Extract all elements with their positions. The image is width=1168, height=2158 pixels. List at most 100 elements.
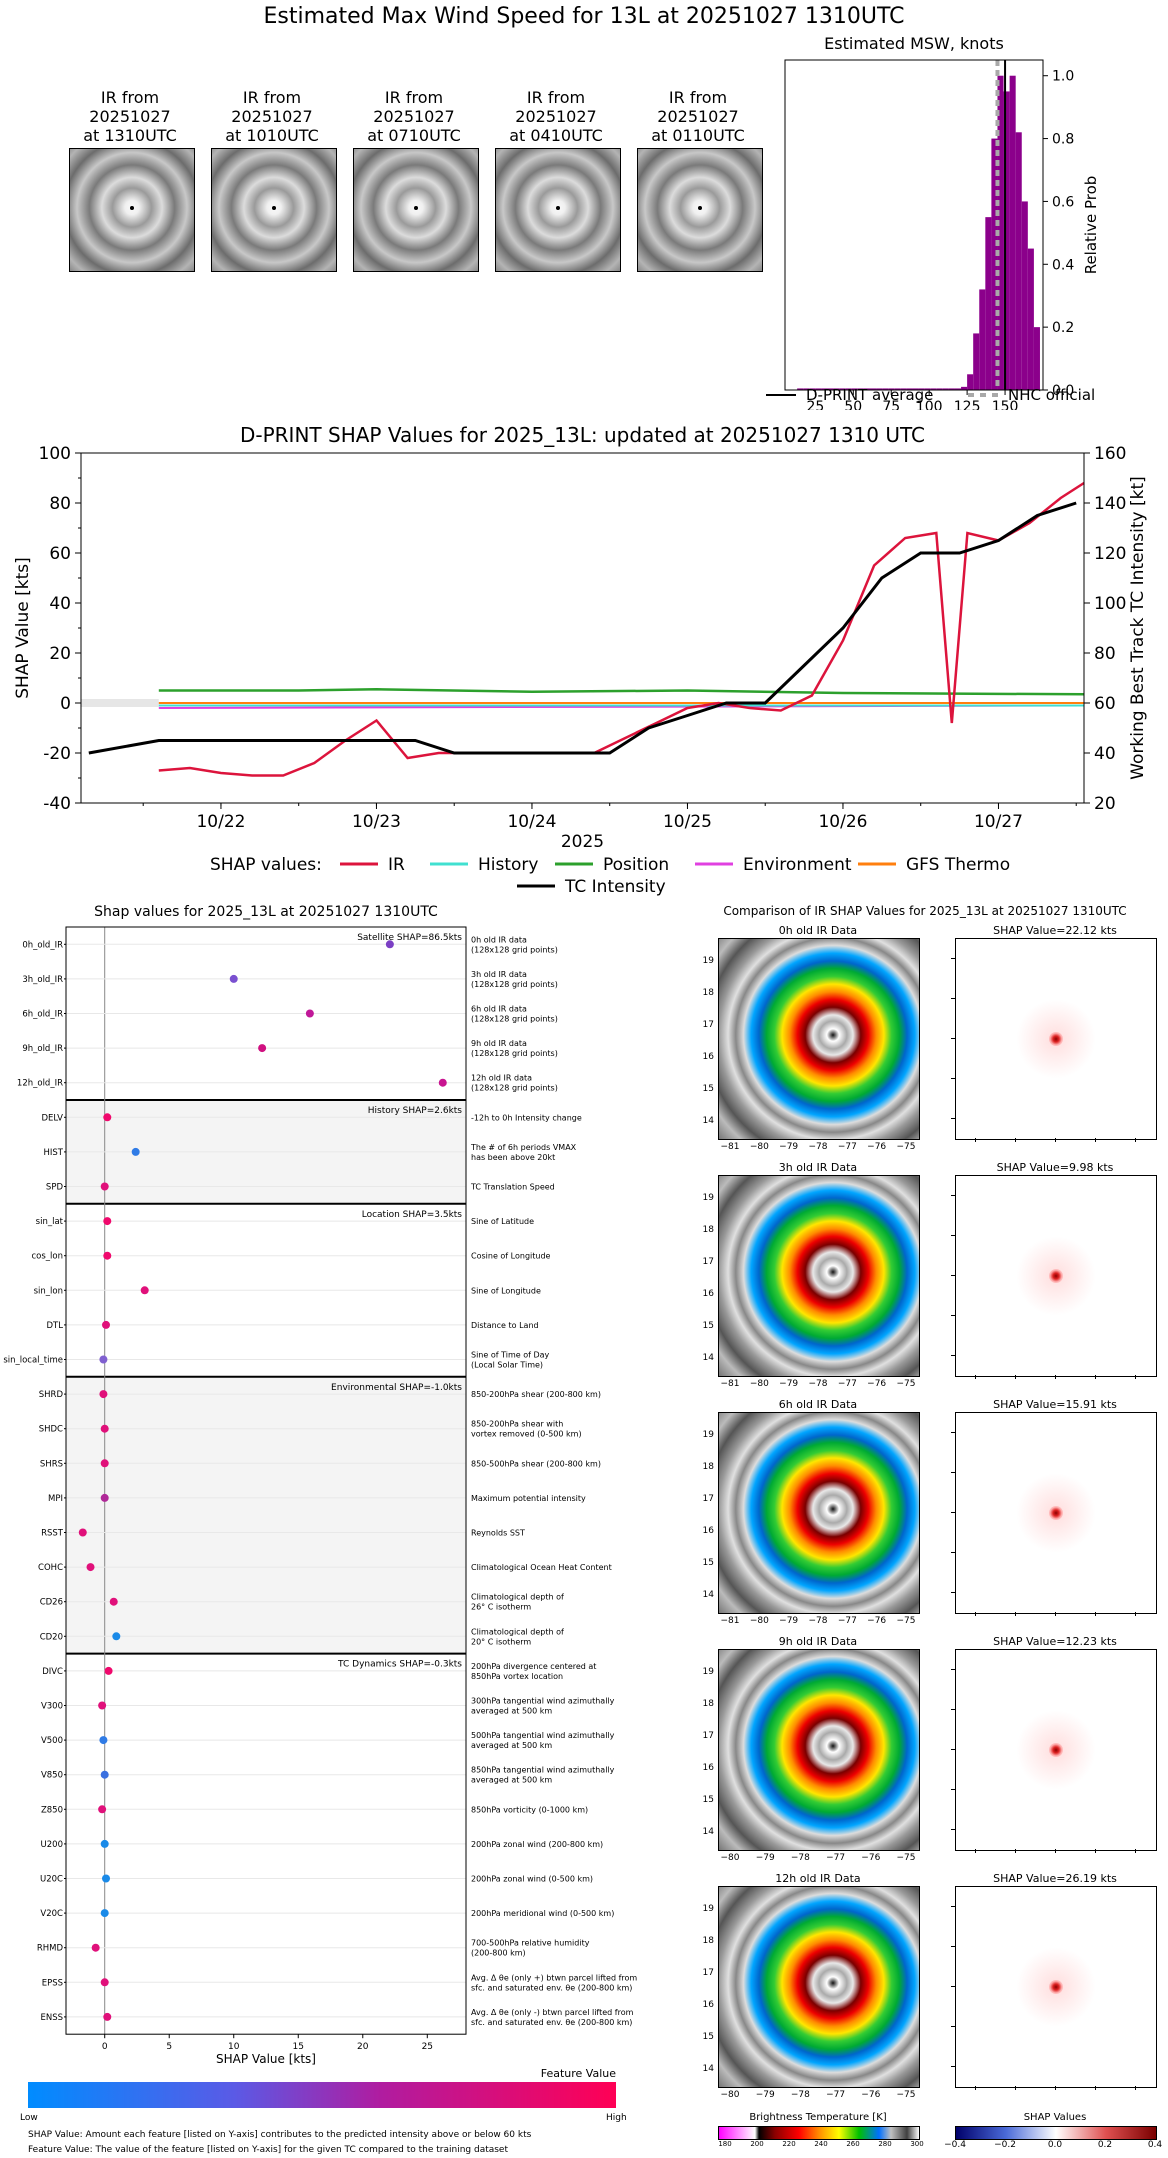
lon-tick-label: −78 bbox=[790, 2090, 810, 2100]
legend-label: GFS Thermo bbox=[906, 855, 1010, 875]
histogram-bar bbox=[1021, 201, 1028, 390]
histogram-title: Estimated MSW, knots bbox=[824, 34, 1004, 53]
x-tick-label: 25 bbox=[806, 399, 824, 410]
y-axis-label: Relative Prob bbox=[1082, 176, 1100, 275]
feature-description: 850hPa tangential wind azimuthally bbox=[471, 1766, 615, 1775]
feature-point bbox=[131, 1147, 140, 1156]
feature-point bbox=[100, 1182, 109, 1191]
lat-tick-label: 18 bbox=[702, 1936, 714, 1946]
feature-name: Z850 bbox=[41, 1805, 63, 1815]
feature-description: -12h to 0h Intensity change bbox=[471, 1113, 582, 1122]
series-tc-intensity bbox=[88, 501, 1077, 755]
x-tick-label: 50 bbox=[844, 399, 862, 410]
feature-name: 9h_old_IR bbox=[22, 1044, 63, 1054]
y-tick-label: 1.0 bbox=[1052, 69, 1074, 85]
shap-hotspot bbox=[1049, 1743, 1063, 1757]
feature-point bbox=[91, 1943, 100, 1952]
y2-axis-label: Working Best Track TC Intensity [kt] bbox=[1128, 476, 1148, 780]
feature-description: 26° C isotherm bbox=[471, 1603, 531, 1612]
lat-tick-label: 18 bbox=[702, 1462, 714, 1472]
y2-tick-label: 80 bbox=[1094, 644, 1116, 664]
x-tick-label: 10 bbox=[228, 2042, 240, 2052]
y-tick bbox=[951, 1592, 955, 1593]
feature-description: Sine of Longitude bbox=[471, 1286, 541, 1295]
feature-name: V850 bbox=[41, 1771, 63, 1781]
feature-name: EPSS bbox=[42, 1978, 63, 1988]
x-tick bbox=[1055, 1138, 1056, 1142]
y-tick bbox=[951, 2066, 955, 2067]
x-tick bbox=[1015, 1375, 1016, 1379]
feature-name: 3h_old_IR bbox=[22, 975, 63, 985]
y2-tick-label: 40 bbox=[1094, 744, 1116, 764]
y-tick bbox=[951, 1235, 955, 1236]
histogram-bar bbox=[936, 388, 943, 390]
histogram-bar bbox=[839, 388, 846, 390]
histogram-bar bbox=[985, 217, 992, 390]
timeseries-frame bbox=[80, 452, 1085, 804]
lat-tick-label: 16 bbox=[702, 1763, 714, 1773]
y-tick bbox=[951, 1038, 955, 1039]
feature-description: (128x128 grid points) bbox=[471, 945, 558, 954]
feature-description: 200hPa meridional wind (0-500 km) bbox=[471, 1909, 614, 1918]
lon-tick-label: −78 bbox=[808, 1142, 828, 1152]
bt-colorbar-tick: 180 bbox=[718, 2140, 732, 2148]
feature-description: 200hPa divergence centered at bbox=[471, 1662, 596, 1671]
feature-name: cos_lon bbox=[31, 1252, 63, 1262]
y-tick bbox=[951, 1946, 955, 1947]
y-tick-label: 100 bbox=[39, 444, 71, 464]
histogram-bar bbox=[827, 388, 834, 390]
lat-tick-label: 19 bbox=[702, 1904, 714, 1914]
y2-tick-label: 20 bbox=[1094, 794, 1116, 814]
x-tick-label: 75 bbox=[882, 399, 900, 410]
feature-point bbox=[140, 1286, 149, 1295]
feature-description: Cosine of Longitude bbox=[471, 1252, 551, 1261]
feature-description: 9h old IR data bbox=[471, 1039, 527, 1048]
ir-satellite-image bbox=[718, 1412, 920, 1614]
histogram-bar bbox=[918, 388, 925, 390]
shap-colorbar-tick: 0.4 bbox=[1147, 2140, 1163, 2150]
lon-tick-label: −76 bbox=[867, 1142, 887, 1152]
feature-description: (128x128 grid points) bbox=[471, 1049, 558, 1058]
storm-center-marker bbox=[698, 205, 702, 210]
feature-name: 12h_old_IR bbox=[17, 1079, 63, 1089]
y-tick bbox=[951, 1749, 955, 1750]
ir-caption-line: IR from bbox=[100, 88, 160, 107]
x-tick bbox=[1055, 2086, 1056, 2090]
shap-heatmap bbox=[955, 1886, 1157, 2088]
shap-hotspot bbox=[1049, 1506, 1063, 1520]
shap-heatmap bbox=[955, 938, 1157, 1140]
ir-panel-caption: IR from 20251027 at 1010UTC bbox=[207, 88, 337, 145]
lon-tick-label: −78 bbox=[808, 1616, 828, 1626]
feature-name: ENSS bbox=[40, 2013, 63, 2023]
histogram-bar bbox=[876, 388, 883, 390]
feature-name: RHMD bbox=[37, 1944, 64, 1954]
ir-caption-line: at 0710UTC bbox=[367, 126, 461, 145]
feature-description: (128x128 grid points) bbox=[471, 1084, 558, 1093]
feature-description: 850-200hPa shear with bbox=[471, 1420, 563, 1429]
y-tick-label: 0 bbox=[60, 694, 71, 714]
lon-tick-label: −79 bbox=[755, 1853, 775, 1863]
feature-point bbox=[385, 940, 394, 949]
ir-thumbnail-image bbox=[495, 148, 621, 272]
feature-description: Maximum potential intensity bbox=[471, 1494, 586, 1503]
histogram-bar bbox=[857, 388, 864, 390]
lon-tick-label: −76 bbox=[867, 1616, 887, 1626]
group-label: TC Dynamics SHAP=-0.3kts bbox=[337, 1660, 462, 1670]
histogram-frame bbox=[784, 59, 1044, 391]
feature-description: 850-200hPa shear (200-800 km) bbox=[471, 1390, 601, 1399]
ir-panel-title: 9h old IR Data bbox=[778, 1635, 858, 1648]
bt-colorbar-tick: 300 bbox=[910, 2140, 924, 2148]
x-tick-label: 10/25 bbox=[663, 812, 712, 832]
x-tick-label: 25 bbox=[422, 2042, 433, 2052]
feature-name: SPD bbox=[46, 1183, 64, 1193]
feature-description: 200hPa zonal wind (200-800 km) bbox=[471, 1840, 603, 1849]
x-axis-label: 2025 bbox=[561, 832, 604, 852]
lat-tick-label: 15 bbox=[702, 1084, 714, 1094]
shap-panel-title: SHAP Value=12.23 kts bbox=[993, 1635, 1117, 1648]
feature-point bbox=[104, 1666, 113, 1675]
shap-colorbar bbox=[955, 2126, 1157, 2140]
x-tick bbox=[1095, 1138, 1096, 1142]
ir-panel-title: 0h old IR Data bbox=[778, 924, 858, 937]
feature-description: averaged at 500 km bbox=[471, 1776, 552, 1785]
lat-tick-label: 16 bbox=[702, 2000, 714, 2010]
